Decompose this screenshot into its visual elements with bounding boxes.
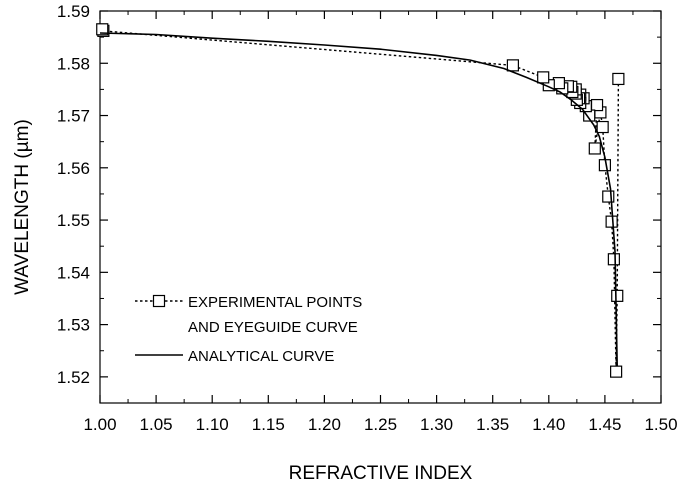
experimental-point-marker xyxy=(537,71,550,84)
experimental-point-marker xyxy=(602,190,615,203)
y-tick-label: 1.58 xyxy=(57,54,90,73)
experimental-point-marker xyxy=(611,289,624,302)
legend-marker-experimental xyxy=(152,294,166,308)
experimental-point-marker xyxy=(552,77,565,90)
y-tick-label: 1.54 xyxy=(57,263,90,282)
x-tick-label: 1.30 xyxy=(420,415,453,434)
x-tick-label: 1.00 xyxy=(83,415,116,434)
x-tick-label: 1.50 xyxy=(644,415,677,434)
series-layer xyxy=(96,23,625,378)
experimental-point-marker xyxy=(590,98,604,112)
experimental-point-marker xyxy=(612,72,625,86)
experimental-point-marker xyxy=(596,120,609,134)
legend-label-experimental-2: AND EYEGUIDE CURVE xyxy=(188,319,358,336)
y-tick-label: 1.56 xyxy=(57,159,90,178)
legend-label-experimental-1: EXPERIMENTAL POINTS xyxy=(188,294,362,311)
y-axis-title: WAVELENGTH (µm) xyxy=(12,119,33,295)
plot-frame xyxy=(99,10,662,404)
y-tick-label: 1.57 xyxy=(57,107,90,126)
legend-label-analytical: ANALYTICAL CURVE xyxy=(188,348,334,365)
x-tick-label: 1.15 xyxy=(252,415,285,434)
analytical-curve-line xyxy=(99,32,618,367)
y-tick-label: 1.59 xyxy=(57,2,90,21)
x-tick-label: 1.40 xyxy=(532,415,565,434)
x-tick-label: 1.45 xyxy=(588,415,621,434)
experimental-point-marker xyxy=(96,23,109,36)
y-tick-label: 1.55 xyxy=(57,211,90,230)
x-tick-label: 1.05 xyxy=(140,415,173,434)
x-tick-label: 1.35 xyxy=(476,415,509,434)
x-tick-labels: 1.00 1.05 1.10 1.15 1.20 1.25 1.30 1.35 1.40 1.45… xyxy=(83,415,677,434)
x-tick-label: 1.10 xyxy=(196,415,229,434)
experimental-point-marker xyxy=(610,365,623,378)
experimental-point-marker xyxy=(588,142,601,155)
x-tick-label: 1.20 xyxy=(308,415,341,434)
x-axis-title: REFRACTIVE INDEX xyxy=(289,463,473,484)
ticks-group xyxy=(99,10,662,404)
experimental-point-marker xyxy=(607,253,620,266)
y-tick-labels: 1.52 1.53 1.54 1.55 1.56 1.57 1.58 1.59 xyxy=(57,2,90,387)
experimental-point-marker xyxy=(506,59,519,72)
y-tick-label: 1.53 xyxy=(57,316,90,335)
y-tick-label: 1.52 xyxy=(57,368,90,387)
legend: EXPERIMENTAL POINTS AND EYEGUIDE CURVE A… xyxy=(135,294,362,365)
x-tick-label: 1.25 xyxy=(364,415,397,434)
experimental-point-marker xyxy=(605,215,618,228)
